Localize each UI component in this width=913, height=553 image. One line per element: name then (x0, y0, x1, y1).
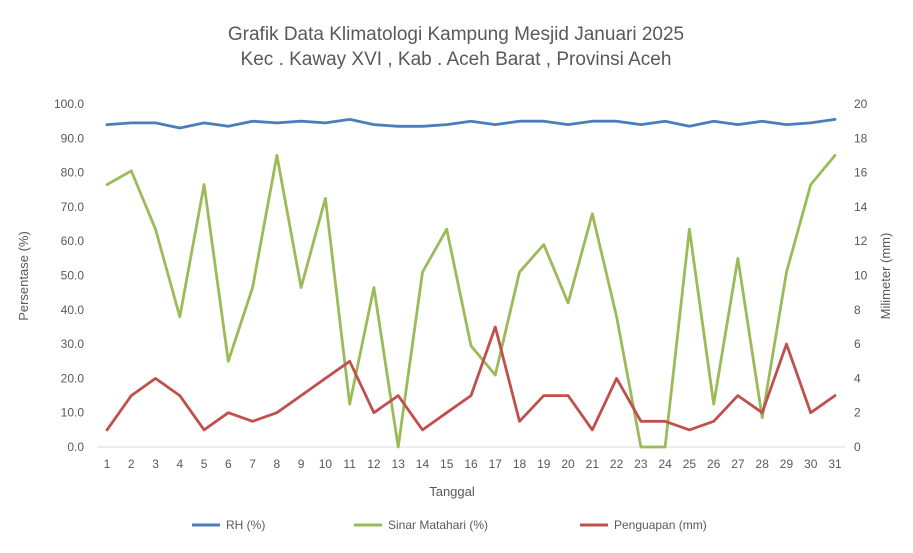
legend-label: Sinar Matahari (%) (388, 518, 488, 532)
y-axis-left-label: Persentase (%) (16, 231, 31, 321)
series-line-1 (105, 118, 837, 130)
x-tick-label: 3 (152, 457, 159, 471)
y-left-tick-label: 90.0 (61, 131, 85, 145)
y-right-tick-label: 14 (854, 200, 868, 214)
x-tick-label: 6 (225, 457, 232, 471)
y-right-tick-label: 16 (854, 166, 868, 180)
y-right-tick-label: 0 (854, 440, 861, 454)
y-right-tick-label: 10 (854, 269, 868, 283)
x-tick-label: 25 (683, 457, 697, 471)
y-right-tick-label: 2 (854, 406, 861, 420)
series-line-2 (105, 153, 837, 449)
y-right-tick-label: 8 (854, 303, 861, 317)
y-left-tick-label: 80.0 (61, 166, 85, 180)
x-tick-label: 13 (392, 457, 406, 471)
x-tick-label: 29 (780, 457, 794, 471)
y-left-tick-label: 0.0 (67, 440, 84, 454)
x-tick-label: 26 (707, 457, 721, 471)
x-tick-label: 11 (343, 457, 356, 471)
y-left-tick-label: 100.0 (54, 97, 84, 111)
chart-subtitle: Kec . Kaway XVI , Kab . Aceh Barat , Pro… (241, 49, 672, 70)
x-tick-label: 27 (731, 457, 745, 471)
x-tick-label: 8 (274, 457, 281, 471)
x-tick-label: 18 (513, 457, 527, 471)
x-tick-label: 28 (756, 457, 770, 471)
y-right-tick-label: 20 (854, 97, 868, 111)
x-tick-label: 30 (804, 457, 818, 471)
x-tick-label: 21 (586, 457, 600, 471)
legend-label: RH (%) (226, 518, 265, 532)
y-right-tick-label: 12 (854, 234, 868, 248)
series-layer (105, 118, 837, 449)
x-tick-label: 23 (634, 457, 648, 471)
x-tick-label: 7 (249, 457, 256, 471)
y-axis-right-label: Milimeter (mm) (878, 233, 893, 320)
series-line-3 (105, 325, 837, 432)
y-left-tick-label: 30.0 (61, 337, 85, 351)
x-tick-label: 5 (201, 457, 208, 471)
y-left-tick-label: 20.0 (61, 371, 85, 385)
legend: RH (%) Sinar Matahari (%) Penguapan (mm) (192, 518, 707, 532)
x-tick-label: 10 (319, 457, 333, 471)
legend-label: Penguapan (mm) (614, 518, 707, 532)
y-left-tick-label: 10.0 (61, 406, 85, 420)
x-tick-label: 1 (104, 457, 111, 471)
x-tick-label: 24 (658, 457, 672, 471)
y-left-tick-label: 70.0 (61, 200, 85, 214)
x-tick-label: 16 (464, 457, 478, 471)
x-tick-label: 4 (176, 457, 183, 471)
x-tick-label: 2 (128, 457, 135, 471)
y-left-tick-label: 60.0 (61, 234, 85, 248)
x-tick-label: 31 (828, 457, 842, 471)
axes-layer: 0.0 10.0 20.0 30.0 40.0 50.0 60.0 70.0 80.0 90.0 1… (54, 97, 868, 471)
x-tick-label: 20 (561, 457, 575, 471)
x-tick-label: 9 (298, 457, 305, 471)
x-tick-label: 14 (416, 457, 430, 471)
x-tick-label: 22 (610, 457, 624, 471)
x-tick-label: 17 (489, 457, 503, 471)
y-right-tick-label: 6 (854, 337, 861, 351)
x-axis-label: Tanggal (429, 484, 475, 499)
x-tick-label: 19 (537, 457, 551, 471)
y-right-tick-label: 4 (854, 371, 861, 385)
y-right-tick-label: 18 (854, 131, 868, 145)
chart-title: Grafik Data Klimatologi Kampung Mesjid J… (228, 24, 684, 45)
y-left-tick-label: 40.0 (61, 303, 85, 317)
x-tick-label: 15 (440, 457, 454, 471)
x-tick-label: 12 (367, 457, 381, 471)
y-left-tick-label: 50.0 (61, 269, 85, 283)
